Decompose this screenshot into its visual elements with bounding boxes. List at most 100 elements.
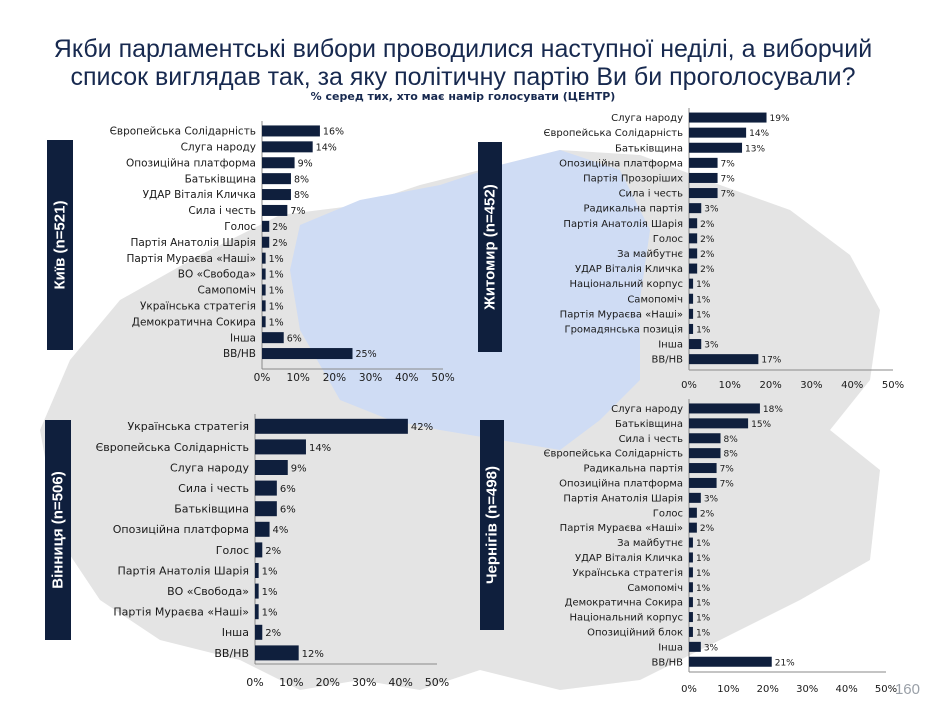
zhytomyr-category-label: Опозиційна платформа bbox=[559, 157, 683, 169]
chernihiv-value-label: 2% bbox=[700, 524, 715, 534]
zhytomyr-bar bbox=[689, 308, 694, 319]
chernihiv-bar bbox=[689, 418, 749, 429]
chernihiv-bar bbox=[689, 567, 693, 578]
vinnytsia-bar bbox=[255, 604, 259, 620]
kyiv-category-label: ВВ/НВ bbox=[223, 348, 256, 360]
kyiv-x-tick-label: 10% bbox=[287, 372, 310, 384]
chernihiv-value-label: 1% bbox=[696, 614, 711, 624]
chernihiv-x-tick-label: 30% bbox=[796, 684, 818, 695]
kyiv-category-label: Голос bbox=[224, 221, 256, 233]
chernihiv-category-label: Демократична Сокира bbox=[565, 598, 683, 609]
chernihiv-bar bbox=[689, 477, 717, 488]
zhytomyr-bar bbox=[689, 203, 702, 214]
vinnytsia-category-label: ВО «Свобода» bbox=[167, 585, 249, 598]
chernihiv-bar bbox=[689, 582, 693, 593]
zhytomyr-value-label: 2% bbox=[700, 235, 715, 245]
vinnytsia-x-tick-label: 0% bbox=[246, 676, 263, 689]
zhytomyr-category-label: Інша bbox=[658, 340, 683, 351]
chernihiv-value-label: 3% bbox=[704, 643, 719, 653]
vinnytsia-bar bbox=[255, 542, 263, 558]
chernihiv-x-tick-label: 20% bbox=[757, 684, 779, 695]
vinnytsia-value-label: 1% bbox=[262, 587, 278, 598]
kyiv-bar bbox=[262, 157, 295, 169]
chernihiv-x-tick-label: 0% bbox=[681, 684, 697, 695]
chernihiv-category-label: ВВ/НВ bbox=[652, 657, 684, 668]
subtitle: % серед тих, хто має намір голосувати (Ц… bbox=[310, 90, 616, 103]
chernihiv-x-tick-label: 10% bbox=[717, 684, 739, 695]
chernihiv-bar bbox=[689, 403, 760, 414]
title-line-1: Якби парламентські вибори проводилися на… bbox=[53, 35, 873, 63]
kyiv-value-label: 7% bbox=[290, 206, 305, 217]
vinnytsia-category-label: Європейська Солідарність bbox=[96, 441, 249, 454]
zhytomyr-value-label: 19% bbox=[770, 114, 790, 124]
zhytomyr-bar bbox=[689, 339, 702, 350]
kyiv-category-label: Партія Мураєва «Наші» bbox=[127, 253, 256, 265]
vinnytsia-category-label: Партія Мураєва «Наші» bbox=[113, 606, 249, 619]
chernihiv-value-label: 18% bbox=[763, 405, 783, 415]
kyiv-category-label: Інша bbox=[230, 332, 256, 344]
kyiv-value-label: 16% bbox=[323, 127, 344, 138]
zhytomyr-category-label: Європейська Солідарність bbox=[544, 127, 684, 139]
kyiv-bar bbox=[262, 268, 266, 280]
chernihiv-value-label: 21% bbox=[775, 658, 795, 668]
region-label-chernihiv: Чернігів (n=498) bbox=[480, 420, 504, 630]
zhytomyr-bar bbox=[689, 142, 743, 153]
chernihiv-bar bbox=[689, 656, 772, 667]
kyiv-category-label: Батьківщина bbox=[185, 173, 256, 185]
kyiv-bar bbox=[262, 332, 284, 344]
zhytomyr-value-label: 14% bbox=[749, 129, 769, 139]
region-label-vinnytsia: Вінниця (n=506) bbox=[45, 420, 71, 640]
zhytomyr-bar bbox=[689, 278, 694, 289]
zhytomyr-category-label: Голос bbox=[653, 234, 683, 245]
chernihiv-bar bbox=[689, 612, 693, 623]
vinnytsia-value-label: 1% bbox=[262, 608, 278, 619]
kyiv-bar bbox=[262, 189, 291, 201]
chernihiv-category-label: Радикальна партія bbox=[583, 463, 683, 475]
chernihiv-bar bbox=[689, 597, 693, 608]
chernihiv-value-label: 8% bbox=[724, 435, 739, 445]
chernihiv-category-label: Партія Мураєва «Наші» bbox=[560, 522, 683, 534]
kyiv-value-label: 2% bbox=[272, 238, 287, 249]
zhytomyr-bar bbox=[689, 263, 698, 274]
zhytomyr-category-label: Радикальна партія bbox=[583, 203, 683, 215]
zhytomyr-category-label: ВВ/НВ bbox=[652, 355, 684, 366]
kyiv-bar bbox=[262, 300, 266, 312]
vinnytsia-value-label: 2% bbox=[265, 546, 281, 557]
kyiv-value-label: 1% bbox=[269, 270, 284, 281]
kyiv-category-label: Опозиційна платформа bbox=[126, 157, 256, 169]
kyiv-value-label: 1% bbox=[269, 317, 284, 328]
kyiv-bar bbox=[262, 252, 266, 264]
chernihiv-bar bbox=[689, 641, 701, 652]
zhytomyr-x-tick-label: 40% bbox=[841, 380, 863, 391]
kyiv-value-label: 14% bbox=[316, 143, 337, 154]
vinnytsia-value-label: 6% bbox=[280, 505, 296, 516]
kyiv-category-label: ВО «Свобода» bbox=[178, 269, 256, 281]
kyiv-bar bbox=[262, 316, 266, 328]
zhytomyr-category-label: Партія Прозоріших bbox=[583, 172, 683, 184]
kyiv-category-label: Партія Анатолія Шарія bbox=[130, 237, 256, 249]
vinnytsia-value-label: 6% bbox=[280, 484, 296, 495]
vinnytsia-value-label: 42% bbox=[411, 422, 433, 433]
central-region-shape bbox=[290, 150, 650, 450]
chernihiv-value-label: 1% bbox=[696, 539, 711, 549]
page-number: 160 bbox=[894, 681, 920, 698]
vinnytsia-bar bbox=[255, 583, 259, 599]
chernihiv-category-label: За майбутнє bbox=[617, 538, 683, 549]
kyiv-category-label: Українська стратегія bbox=[140, 301, 256, 313]
zhytomyr-category-label: Партія Мураєва «Наші» bbox=[560, 308, 683, 320]
zhytomyr-value-label: 13% bbox=[745, 144, 765, 154]
chernihiv-x-tick-label: 50% bbox=[875, 684, 897, 695]
kyiv-category-label: Сила і честь bbox=[188, 205, 256, 217]
chernihiv-category-label: Опозиційна платформа bbox=[559, 477, 683, 489]
zhytomyr-category-label: Батьківщина bbox=[615, 142, 683, 154]
vinnytsia-category-label: Опозиційна платформа bbox=[113, 523, 249, 536]
kyiv-bar bbox=[262, 236, 270, 248]
kyiv-bar bbox=[262, 284, 266, 296]
vinnytsia-value-label: 12% bbox=[302, 649, 324, 660]
chernihiv-value-label: 7% bbox=[720, 479, 735, 489]
vinnytsia-category-label: Сила і честь bbox=[178, 482, 249, 495]
kyiv-value-label: 2% bbox=[272, 222, 287, 233]
